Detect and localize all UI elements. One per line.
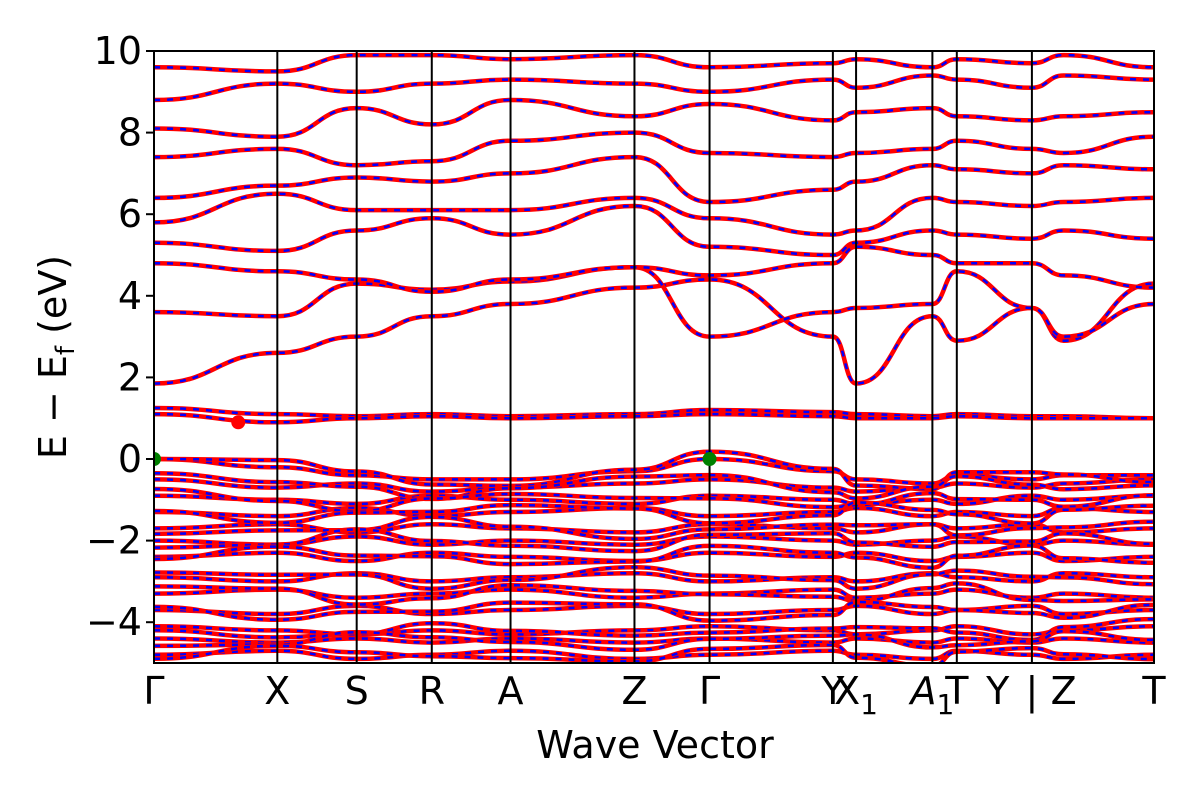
band-line-blue bbox=[154, 571, 1154, 583]
band-line-blue bbox=[154, 478, 1154, 493]
y-tick-label: 6 bbox=[118, 192, 142, 236]
y-tick-label: 8 bbox=[118, 111, 142, 155]
band-line-blue bbox=[154, 649, 1154, 661]
x-tick-label: Γ bbox=[143, 669, 164, 713]
x-axis: Γ X S R A Z Γ YX1 A1T Y | Z T bbox=[143, 50, 1166, 721]
band-line-blue bbox=[154, 450, 1154, 491]
x-tick-label: T bbox=[1141, 669, 1166, 713]
x-tick-label: Γ bbox=[699, 669, 720, 713]
band-line-blue bbox=[154, 131, 1154, 167]
y-tick-label: 2 bbox=[118, 355, 142, 399]
vbm-marker bbox=[154, 452, 161, 466]
x-tick-label: X bbox=[264, 669, 290, 713]
band-line-blue bbox=[154, 74, 1154, 102]
x-tick-label: R bbox=[419, 669, 445, 713]
band-line-blue bbox=[154, 278, 1154, 385]
band-line-blue bbox=[154, 155, 1154, 204]
y-tick-label: 0 bbox=[118, 437, 142, 481]
y-tick-label: −4 bbox=[86, 600, 142, 644]
cbm-marker bbox=[231, 415, 246, 430]
band-line-blue bbox=[154, 506, 1154, 518]
x-tick-label: Y bbox=[820, 669, 845, 713]
band-line-red bbox=[154, 52, 1154, 74]
plot-area bbox=[154, 51, 1154, 663]
band-line-red bbox=[154, 581, 1154, 607]
band-line-blue bbox=[154, 617, 1154, 642]
y-axis-label: E − Ef (eV) bbox=[31, 255, 81, 459]
x-tick-label: A1 bbox=[907, 669, 954, 721]
x-tick-label: Y bbox=[985, 669, 1010, 713]
x-tick-label: X1 bbox=[834, 669, 878, 721]
band-line-red bbox=[154, 203, 1154, 258]
y-axis: 10 8 6 4 2 0 −2 −4 bbox=[86, 29, 154, 644]
band-line-blue bbox=[154, 494, 1154, 506]
band-line-blue bbox=[154, 551, 1154, 563]
band-line-blue bbox=[154, 192, 1154, 236]
band-line-red bbox=[154, 277, 1154, 386]
band-line-blue bbox=[154, 457, 1154, 485]
band-line-blue bbox=[154, 412, 1154, 424]
band-line-blue bbox=[154, 629, 1154, 652]
x-tick-label: Z bbox=[621, 669, 647, 713]
y-tick-label: 4 bbox=[118, 274, 142, 318]
x-tick-label: T bbox=[944, 669, 969, 713]
x-tick-label: S bbox=[345, 669, 369, 713]
band-line-blue bbox=[154, 245, 1154, 293]
band-line-red bbox=[154, 73, 1154, 103]
band-line-blue bbox=[154, 566, 1154, 590]
plot-frame bbox=[153, 50, 1155, 664]
band-line-blue bbox=[154, 625, 1154, 636]
x-axis-label: Wave Vector bbox=[536, 723, 774, 767]
y-tick-label: −2 bbox=[86, 519, 142, 563]
x-tick-label: A bbox=[498, 669, 524, 713]
band-line-blue bbox=[154, 406, 1154, 420]
vbm-marker bbox=[702, 452, 717, 466]
x-tick-label: Z bbox=[1051, 669, 1077, 713]
band-line-blue bbox=[154, 604, 1154, 616]
x-tick-label: | bbox=[1025, 669, 1038, 714]
y-tick-label: 10 bbox=[94, 29, 142, 73]
band-line-red bbox=[154, 264, 1154, 339]
band-line-blue bbox=[154, 582, 1154, 606]
band-line-blue bbox=[154, 515, 1154, 541]
